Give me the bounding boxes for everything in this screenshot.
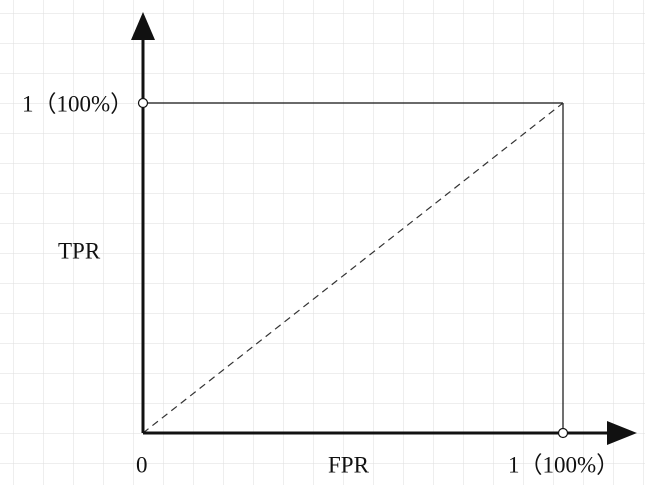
y-max-point (137, 97, 149, 109)
y-axis-arrow (131, 12, 155, 40)
x-max-label: 1（100%） (508, 452, 619, 477)
y-axis-label: TPR (58, 238, 101, 263)
origin-label: 0 (136, 452, 148, 477)
x-axis-label: FPR (328, 452, 370, 477)
x-max-point (557, 427, 569, 439)
y-max-label: 1（100%） (22, 91, 133, 116)
x-axis-arrow (607, 421, 637, 445)
random-guess-line (142, 102, 564, 434)
